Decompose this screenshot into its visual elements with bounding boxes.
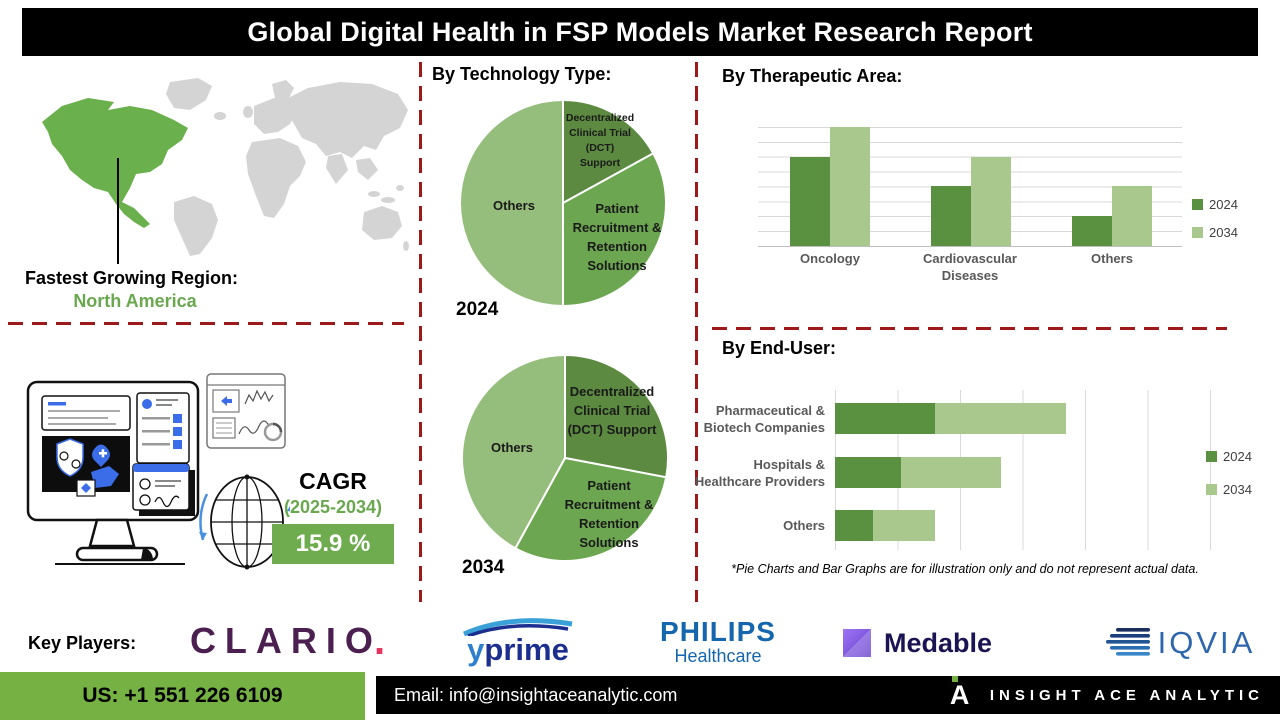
pie-year-label-2034: 2034	[462, 557, 505, 578]
cagr-value: 15.9 %	[295, 530, 371, 557]
monitor-screen-content	[41, 392, 190, 497]
divider-right	[712, 327, 1227, 330]
category-label-oncology: Oncology	[800, 251, 860, 266]
end-user-label-others: Others	[783, 518, 825, 533]
pie-slice-label-decentralized-clinical-trial-dct-support: Decentralized Clinical Trial (DCT) Suppo…	[567, 384, 657, 437]
fastest-growing-region-label: Fastest Growing Region:	[25, 268, 239, 288]
hbar-others-2024	[835, 510, 873, 541]
map-other-regions	[166, 78, 409, 256]
legend-label: 2034	[1223, 482, 1252, 497]
pie-slice-patient-recruitment-retention-solutions	[562, 152, 667, 308]
end-user-label-pharmaceutical-biotech-companies: Pharmaceutical & Biotech Companies	[703, 403, 825, 435]
title-bar: Global Digital Health in FSP Models Mark…	[22, 8, 1258, 56]
footer-brand-name: INSIGHT ACE ANALYTIC	[989, 686, 1264, 704]
pie-slice-patient-recruitment-retention-solutions	[514, 456, 668, 562]
footer-phone-block: US: +1 551 226 6109	[0, 672, 365, 720]
footnote: *Pie Charts and Bar Graphs are for illus…	[731, 562, 1199, 576]
page-title: Global Digital Health in FSP Models Mark…	[247, 16, 1033, 47]
clario-dot: .	[373, 618, 386, 663]
pie-slice-label-others: Others	[493, 198, 535, 213]
legend-swatch	[1192, 199, 1203, 210]
end-user-chart	[835, 390, 1211, 550]
cagr-block: CAGR (2025-2034) 15.9 %	[272, 468, 394, 564]
yprime-swoosh-icon	[463, 618, 573, 636]
cagr-value-box: 15.9 %	[272, 524, 394, 564]
digital-health-illustration	[26, 373, 290, 570]
philips-wordmark: PHILIPS	[660, 616, 776, 647]
bar-oncology-2024	[790, 156, 830, 246]
pie-slice-others	[459, 98, 564, 308]
medable-wordmark: Medable	[883, 627, 993, 658]
logo-philips: PHILIPS Healthcare	[643, 616, 793, 668]
pie-chart-2024: Decentralized Clinical Trial (DCT) Suppo…	[457, 97, 669, 309]
pie-year-label-2024: 2024	[456, 299, 499, 320]
divider-vertical-1	[419, 62, 422, 602]
mini-window	[132, 463, 190, 511]
divider-vertical-2	[695, 62, 698, 602]
monitor-stand	[55, 518, 185, 565]
pie-slice-label-decentralized-clinical-trial-dct-support: Decentralized Clinical Trial (DCT) Suppo…	[565, 112, 635, 169]
iqvia-lines-icon	[1105, 628, 1150, 656]
bar-others-2034	[1112, 186, 1152, 246]
footer-brand-block: A INSIGHT ACE ANALYTIC	[950, 676, 1264, 710]
legend-swatch	[1206, 451, 1217, 462]
yprime-rest: prime	[484, 632, 569, 667]
clario-wordmark: CLARIO	[189, 620, 382, 661]
logo-medable: Medable	[830, 620, 1000, 666]
heading-end-user: By End-User:	[722, 338, 837, 358]
legend-label: 2034	[1209, 225, 1238, 240]
philips-healthcare-text: Healthcare	[674, 646, 762, 666]
fastest-growing-region-value: North America	[73, 291, 197, 311]
legend-item-2034: 2034	[1192, 225, 1238, 240]
footer-email: Email: info@insightaceanalytic.com	[394, 684, 678, 705]
medable-icon	[842, 629, 871, 657]
legend-swatch	[1206, 484, 1217, 495]
cagr-period: (2025-2034)	[283, 497, 383, 517]
logo-yprime: yprime	[438, 618, 598, 668]
map-pointer-line	[117, 158, 119, 264]
legend-item-2024: 2024	[1192, 197, 1238, 212]
bar-cardiovascular-diseases-2024	[931, 186, 971, 246]
yprime-y: y	[467, 632, 485, 667]
hbar-pharmaceutical-biotech-companies-2034	[935, 403, 1067, 434]
key-players-label: Key Players:	[28, 633, 137, 653]
hbar-hospitals-healthcare-providers-2024	[835, 457, 901, 488]
category-label-others: Others	[1091, 251, 1133, 266]
hbar-pharmaceutical-biotech-companies-2024	[835, 403, 935, 434]
pie-slice-label-patient-recruitment-retention-solutions: Patient Recruitment & Retention Solution…	[564, 478, 654, 550]
pie-slice-decentralized-clinical-trial-dct-support	[564, 353, 669, 479]
bar-others-2024	[1072, 216, 1112, 246]
legend-swatch	[1192, 227, 1203, 238]
cagr-label: CAGR	[299, 468, 367, 494]
iqvia-wordmark: IQVIA	[1157, 625, 1256, 660]
footer-contact-bar: Email: info@insightaceanalytic.com A INS…	[376, 676, 1280, 714]
pie-chart-2034: Decentralized Clinical Trial (DCT) Suppo…	[459, 352, 671, 564]
category-label-cardiovascular-diseases: Cardiovascular Diseases	[923, 251, 1017, 283]
logo-iqvia: IQVIA	[1088, 620, 1273, 666]
legend-item-2034: 2034	[1206, 482, 1252, 497]
logo-clario: CLARIO.	[170, 616, 405, 666]
floating-dashboard-card	[206, 373, 286, 449]
legend-item-2024: 2024	[1206, 449, 1252, 464]
insight-ace-logo-icon: A	[950, 676, 976, 710]
bar-cardiovascular-diseases-2034	[971, 156, 1011, 246]
footer-phone: US: +1 551 226 6109	[82, 684, 283, 707]
end-user-label-hospitals-healthcare-providers: Hospitals & Healthcare Providers	[694, 457, 825, 489]
divider-left	[8, 322, 404, 325]
pie-slice-decentralized-clinical-trial-dct-support	[562, 98, 655, 205]
heading-technology-type: By Technology Type:	[432, 64, 612, 84]
heading-therapeutic-area: By Therapeutic Area:	[722, 66, 903, 86]
world-map	[42, 78, 409, 256]
legend-label: 2024	[1223, 449, 1252, 464]
map-north-america-highlight	[42, 98, 188, 228]
hbar-hospitals-healthcare-providers-2034	[900, 457, 1001, 488]
therapeutic-area-chart	[758, 113, 1182, 247]
bar-oncology-2034	[830, 126, 870, 246]
hbar-others-2034	[872, 510, 935, 541]
legend-label: 2024	[1209, 197, 1238, 212]
pie-slice-label-patient-recruitment-retention-solutions: Patient Recruitment & Retention Solution…	[572, 201, 662, 273]
pie-slice-label-others: Others	[491, 440, 533, 455]
pie-slice-others	[461, 353, 566, 550]
